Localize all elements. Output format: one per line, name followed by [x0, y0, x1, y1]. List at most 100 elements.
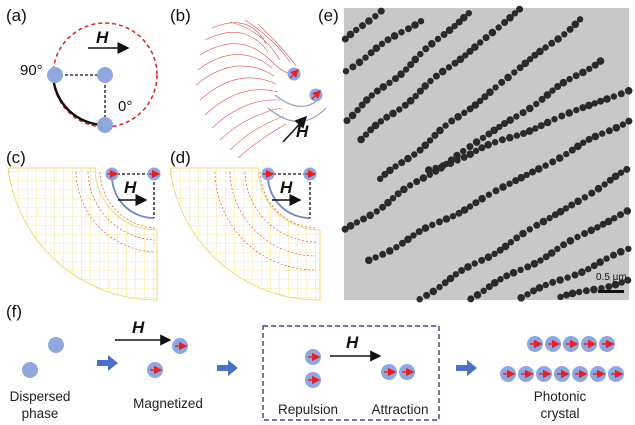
tem-particle [353, 219, 361, 226]
tem-particle [596, 258, 604, 267]
tem-particle [446, 274, 455, 283]
tem-particle [619, 121, 627, 128]
tem-particle [576, 288, 583, 296]
tem-particle [486, 88, 494, 96]
tem-particle [442, 215, 451, 223]
tem-particle [543, 91, 552, 99]
tem-particle [367, 49, 375, 57]
tem-particle [365, 256, 373, 265]
tem-particle [581, 194, 589, 201]
tem-particle [558, 112, 566, 120]
caption-dispersed: Dispersed phase [9, 389, 71, 421]
tem-particle [472, 147, 480, 155]
tem-particle [439, 162, 447, 170]
tem-particle [574, 142, 582, 151]
tem-particle [373, 87, 381, 95]
tem-particle [537, 257, 544, 264]
tem-particle [396, 106, 403, 113]
tem-particle [587, 226, 596, 235]
tem-particle [625, 117, 633, 125]
tem-particle [496, 246, 504, 254]
arc-c [111, 173, 155, 219]
tem-particle [516, 5, 524, 13]
tem-particle [460, 206, 469, 214]
tem-particle [560, 241, 568, 249]
tem-particle [516, 64, 524, 72]
tem-particle [400, 185, 408, 194]
tem-particle [523, 171, 530, 179]
tem-particle [554, 35, 562, 43]
tem-particle [377, 7, 385, 15]
tem-particle [346, 222, 355, 230]
tem-particle [519, 229, 527, 238]
tem-particle [377, 118, 385, 125]
tem-particle [471, 43, 479, 51]
panel-c-field-label: H [124, 178, 137, 197]
tem-particle [617, 248, 625, 256]
tem-particle [461, 109, 468, 117]
caption-attraction: Attraction [371, 402, 429, 417]
step-arrow-2 [217, 360, 238, 376]
tem-particle [610, 93, 618, 100]
tem-particle [485, 191, 493, 198]
tem-particle [582, 287, 590, 295]
tem-particle [603, 255, 610, 262]
tem-particle [524, 291, 531, 298]
tem-particle [506, 13, 514, 22]
tem-particle [478, 256, 486, 264]
tem-particle [398, 239, 406, 247]
tem-particle [498, 136, 506, 144]
tem-particle [611, 215, 618, 222]
tem-particle [581, 230, 589, 237]
tem-particle [538, 95, 546, 103]
tem-particle [434, 35, 442, 43]
tem-particle [406, 97, 415, 105]
tem-particle [406, 182, 414, 189]
tem-particle [357, 135, 365, 144]
tem-particle [421, 224, 430, 232]
tem-particle [517, 294, 525, 302]
tem-particle [526, 226, 533, 233]
tem-particle [490, 126, 499, 135]
tem-particle [473, 291, 482, 299]
tem-particle [539, 217, 548, 226]
angle-0-label: 0° [118, 98, 133, 115]
tem-particle [393, 244, 400, 251]
tem-particle [392, 163, 399, 170]
tem-particle [549, 87, 556, 94]
tem-particle [466, 143, 474, 151]
tem-particle [466, 105, 474, 113]
tem-particle [451, 22, 458, 30]
tem-particle [477, 39, 484, 46]
tem-particle [366, 211, 375, 220]
tem-particle [432, 164, 439, 172]
panel-e-label: (e) [318, 6, 339, 25]
tem-particle [410, 232, 417, 239]
tem-particle [421, 141, 430, 150]
field-lines-c [75, 171, 156, 253]
tem-particle [432, 72, 440, 80]
step-arrow-1 [97, 355, 118, 371]
tem-particle [348, 111, 357, 120]
tem-particle [416, 146, 424, 154]
tem-particle [445, 64, 453, 71]
tem-particle [397, 70, 405, 78]
tem-particle [455, 209, 463, 217]
tem-particle [492, 84, 499, 91]
tem-particle [563, 291, 570, 299]
tem-particle [371, 121, 380, 130]
tem-particle [565, 109, 573, 117]
tem-particle [594, 224, 601, 231]
moment-b2 [311, 90, 321, 100]
particle-chains [341, 5, 633, 303]
tem-particle [525, 127, 534, 135]
tem-particle [543, 118, 552, 127]
tem-particle [429, 287, 438, 296]
tem-particle [365, 17, 373, 25]
tem-particle [530, 287, 537, 295]
tem-particle [535, 284, 544, 292]
tem-particle [466, 47, 474, 55]
tem-particle [529, 168, 536, 176]
tem-particle [562, 205, 570, 212]
tem-particle [491, 250, 498, 257]
